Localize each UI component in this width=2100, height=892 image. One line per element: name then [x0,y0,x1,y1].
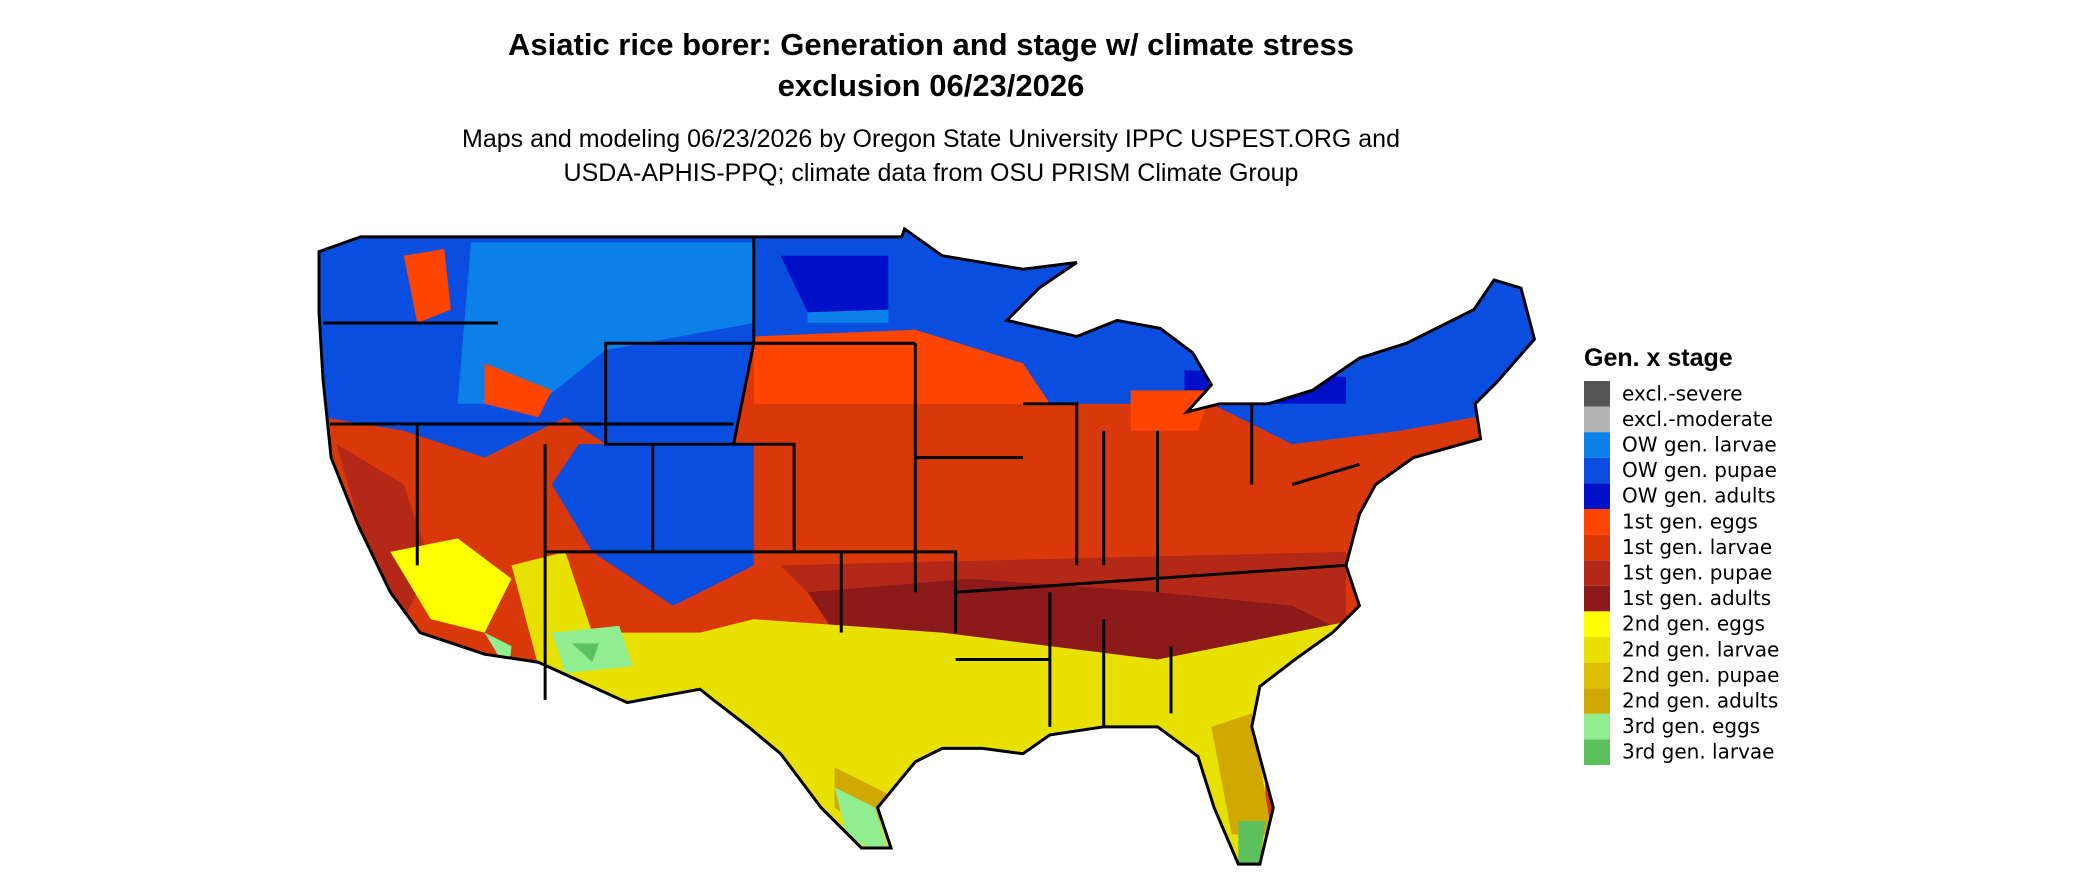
legend-label: OW gen. larvae [1622,433,1777,457]
legend-swatch [1584,432,1610,458]
legend-label: 1st gen. pupae [1622,561,1772,585]
legend-swatch [1584,509,1610,535]
map-region [403,249,1212,431]
legend-label: 1st gen. adults [1622,586,1771,610]
legend-label: OW gen. adults [1622,484,1776,508]
legend-label: 2nd gen. larvae [1622,637,1779,661]
title: exclusion 06/23/2026 [778,68,1085,103]
legend-swatch [1584,739,1610,765]
map [319,228,1535,865]
map-region [484,625,889,851]
legend-label: excl.-severe [1622,381,1743,405]
legend-label: 2nd gen. pupae [1622,663,1779,687]
legend-label: 2nd gen. eggs [1622,612,1765,636]
legend-label: excl.-moderate [1622,407,1773,431]
legend-label: 2nd gen. adults [1622,689,1778,713]
map-region [390,538,512,633]
legend-title: Gen. x stage [1584,344,1733,372]
legend-swatch [1584,406,1610,433]
legend-swatch [1584,713,1610,740]
legend-swatch [1584,483,1610,509]
legend-swatch [1584,637,1610,663]
legend-swatch [1584,381,1610,407]
legend-swatch [1584,611,1610,637]
legend-swatch [1584,688,1610,714]
borders [317,226,1537,866]
legend-swatch [1584,534,1610,561]
legend-label: 3rd gen. eggs [1622,714,1760,738]
legend-label: 1st gen. eggs [1622,509,1758,533]
legend-swatch [1584,457,1610,484]
legend-swatch [1584,560,1610,586]
map-region [457,242,889,404]
subtitle: USDA-APHIS-PPQ; climate data from OSU PR… [564,159,1299,187]
title: Asiatic rice borer: Generation and stage… [508,27,1354,62]
subtitle: Maps and modeling 06/23/2026 by Oregon S… [462,125,1400,153]
legend-swatch [1584,662,1610,689]
legend-label: OW gen. pupae [1622,458,1777,482]
legend-swatch [1584,585,1610,612]
map-region [807,578,1346,667]
legend-label: 1st gen. larvae [1622,535,1772,559]
legend-label: 3rd gen. larvae [1622,740,1774,764]
